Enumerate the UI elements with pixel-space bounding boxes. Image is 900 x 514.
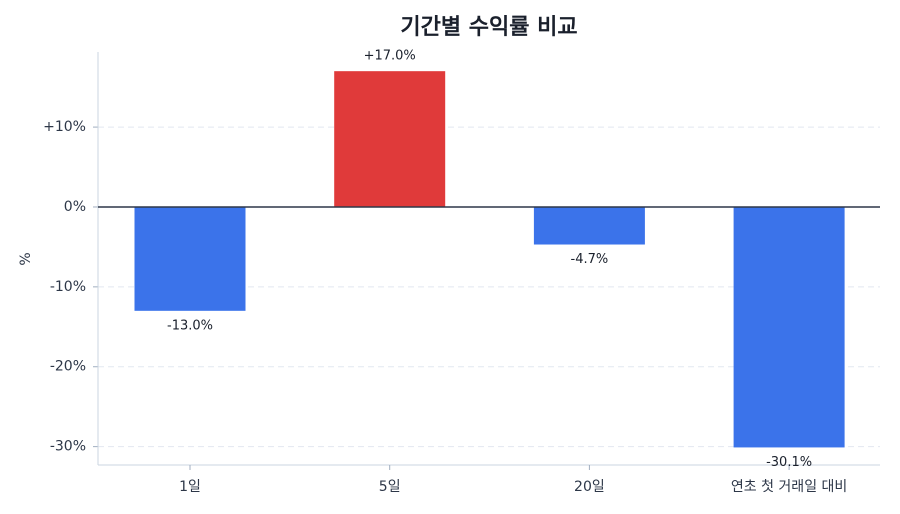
value-label: -13.0% <box>167 318 213 333</box>
y-tick-label: -20% <box>50 359 86 375</box>
x-tick-label: 연초 첫 거래일 대비 <box>731 479 847 495</box>
value-label: -4.7% <box>571 252 609 267</box>
y-tick-label: -10% <box>50 279 86 295</box>
x-tick-label: 1일 <box>179 479 201 495</box>
y-tick-label: 0% <box>64 199 86 215</box>
x-tick-label: 5일 <box>379 479 401 495</box>
y-tick-label: +10% <box>43 119 86 135</box>
value-label: +17.0% <box>364 49 416 64</box>
chart-title: 기간별 수익률 비교 <box>400 15 577 40</box>
bar <box>134 206 246 311</box>
x-tick-label: 20일 <box>574 479 605 495</box>
bar <box>533 206 645 245</box>
value-label: -30.1% <box>766 455 812 470</box>
y-tick-label: -30% <box>50 439 86 455</box>
bar <box>733 206 845 448</box>
y-axis-label: % <box>18 252 34 265</box>
bar <box>334 71 446 207</box>
